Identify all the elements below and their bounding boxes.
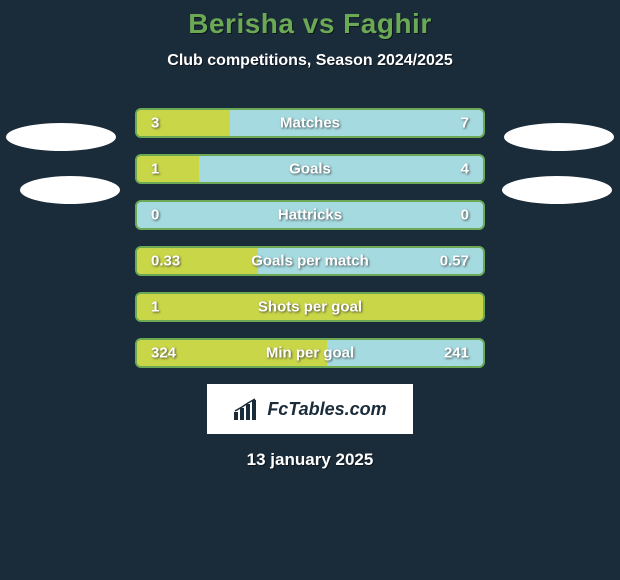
stat-left-value: 0 <box>151 207 159 224</box>
player2-photo-bottom <box>502 176 612 204</box>
stat-fill <box>137 156 199 182</box>
stat-label: Min per goal <box>266 345 354 362</box>
stat-row-spg: 1 Shots per goal <box>135 292 485 322</box>
stat-label: Goals <box>289 161 331 178</box>
comparison-title: Berisha vs Faghir <box>0 8 620 40</box>
stat-right-value: 4 <box>461 161 469 178</box>
stat-right-value: 241 <box>444 345 469 362</box>
stat-left-value: 1 <box>151 161 159 178</box>
stat-row-hattricks: 0 Hattricks 0 <box>135 200 485 230</box>
stat-row-mpg: 324 Min per goal 241 <box>135 338 485 368</box>
stat-left-value: 3 <box>151 115 159 132</box>
player2-photo-top <box>504 123 614 151</box>
player1-photo-bottom <box>20 176 120 204</box>
stat-row-matches: 3 Matches 7 <box>135 108 485 138</box>
stat-label: Hattricks <box>278 207 342 224</box>
stat-left-value: 324 <box>151 345 176 362</box>
logo-text: FcTables.com <box>267 399 386 420</box>
stat-row-goals: 1 Goals 4 <box>135 154 485 184</box>
stat-right-value: 0.57 <box>440 253 469 270</box>
stats-container: 3 Matches 7 1 Goals 4 0 Hattricks 0 0.33… <box>135 108 485 368</box>
player1-photo-top <box>6 123 116 151</box>
stat-label: Matches <box>280 115 340 132</box>
date: 13 january 2025 <box>0 450 620 470</box>
stat-right-value: 7 <box>461 115 469 132</box>
stat-left-value: 0.33 <box>151 253 180 270</box>
stat-label: Goals per match <box>251 253 369 270</box>
stat-left-value: 1 <box>151 299 159 316</box>
stat-right-value: 0 <box>461 207 469 224</box>
stat-label: Shots per goal <box>258 299 362 316</box>
fctables-chart-icon <box>233 398 261 420</box>
logo-box: FcTables.com <box>207 384 413 434</box>
subtitle: Club competitions, Season 2024/2025 <box>0 52 620 70</box>
stat-row-gpm: 0.33 Goals per match 0.57 <box>135 246 485 276</box>
